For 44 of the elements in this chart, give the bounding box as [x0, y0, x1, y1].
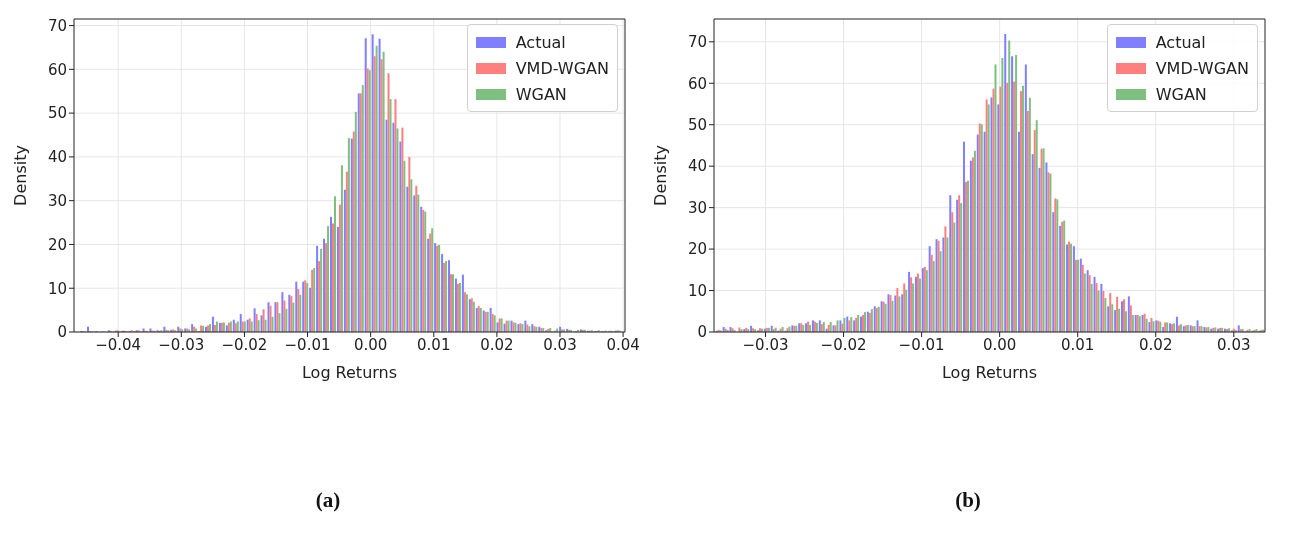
x-tick-label: −0.01	[284, 335, 331, 354]
x-tick-label: 0.02	[1139, 335, 1173, 354]
y-tick-label: 50	[47, 104, 67, 123]
y-tick-label: 10	[687, 281, 707, 300]
y-tick-label: 0	[697, 323, 707, 342]
legend-label: VMD-WGAN	[515, 58, 609, 78]
legend-label: WGAN	[1155, 84, 1207, 104]
y-tick-label: 60	[687, 74, 707, 93]
y-tick-label: 40	[47, 148, 67, 167]
y-tick-label: 0	[57, 323, 67, 342]
x-axis-title: Log Returns	[301, 363, 398, 382]
legend-label: Actual	[1155, 32, 1206, 52]
legend-label: WGAN	[515, 84, 567, 104]
y-tick-label: 30	[687, 198, 707, 217]
legend-label: Actual	[515, 32, 566, 52]
y-tick-label: 30	[47, 192, 67, 210]
x-tick-label: 0.01	[417, 335, 451, 354]
x-tick-label: −0.03	[158, 335, 205, 354]
text: (a)	[314, 488, 342, 513]
y-axis-title: Density	[650, 145, 670, 206]
x-tick-label: −0.04	[95, 335, 142, 354]
x-axis-title: Log Returns	[941, 363, 1038, 382]
y-tick-label: 50	[687, 116, 707, 135]
legend-label: VMD-WGAN	[1155, 58, 1249, 78]
text: (b)	[954, 488, 982, 513]
x-tick-label: 0.00	[982, 335, 1017, 354]
x-tick-label: 0.03	[543, 335, 577, 354]
y-tick-label: 20	[47, 235, 67, 254]
y-tick-label: 10	[47, 279, 67, 298]
y-tick-label: 70	[47, 16, 67, 35]
x-tick-label: 0.04	[606, 335, 640, 354]
x-tick-label: 0.02	[480, 335, 514, 354]
x-tick-label: −0.02	[221, 335, 268, 354]
y-tick-label: 70	[687, 33, 707, 52]
x-tick-label: 0.00	[353, 335, 388, 354]
y-tick-label: 60	[47, 60, 67, 79]
x-tick-label: 0.01	[1060, 335, 1095, 354]
y-axis-title: Density	[10, 145, 30, 206]
x-tick-label: −0.02	[820, 335, 867, 354]
x-tick-label: −0.03	[742, 335, 789, 354]
y-tick-label: 20	[687, 240, 707, 259]
x-tick-label: −0.01	[898, 335, 945, 354]
y-tick-label: 40	[687, 157, 707, 176]
x-tick-label: 0.03	[1217, 335, 1251, 354]
